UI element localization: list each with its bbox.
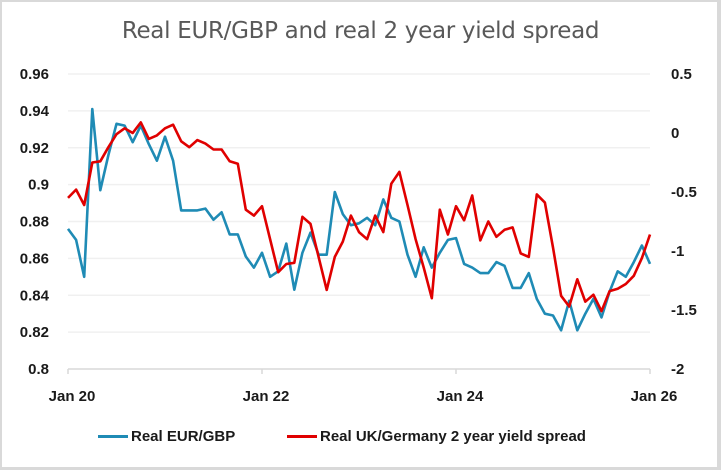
legend: Real EUR/GBP Real UK/Germany 2 year yiel… <box>0 428 721 448</box>
legend-swatch-eurgbp <box>98 435 128 438</box>
x-tick-label: Jan 24 <box>437 388 484 405</box>
x-tick-label: Jan 20 <box>49 388 96 405</box>
chart-title: Real EUR/GBP and real 2 year yield sprea… <box>121 18 600 44</box>
series-line-yield-spread <box>67 121 652 313</box>
legend-item-yield-spread: Real UK/Germany 2 year yield spread <box>287 428 586 445</box>
y-right-tick-label: 0 <box>671 125 679 142</box>
y-left-tick-label: 0.94 <box>20 103 50 120</box>
legend-swatch-yield-spread <box>287 435 317 438</box>
legend-label-eurgbp: Real EUR/GBP <box>131 428 236 445</box>
x-axis: Jan 20 Jan 22 Jan 24 Jan 26 <box>49 368 678 405</box>
y-left-tick-label: 0.88 <box>20 214 49 231</box>
x-tick-label: Jan 26 <box>631 388 678 405</box>
y-left-tick-label: 0.9 <box>28 177 49 194</box>
y-right-tick-label: -1.5 <box>671 302 697 319</box>
y-right-tick-label: -0.5 <box>671 184 697 201</box>
series-line-real-eurgbp <box>66 107 652 332</box>
legend-item-eurgbp: Real EUR/GBP <box>98 428 235 445</box>
x-tick-label: Jan 22 <box>243 388 290 405</box>
y-axis-left: 0.96 0.94 0.92 0.9 0.88 0.86 0.84 0.82 0.8 <box>20 66 50 378</box>
y-left-tick-label: 0.82 <box>20 324 49 341</box>
legend-label-yield-spread: Real UK/Germany 2 year yield spread <box>320 428 586 445</box>
y-right-tick-label: -1 <box>671 243 684 260</box>
y-right-tick-label: 0.5 <box>671 66 692 83</box>
y-axis-right: 0.5 0 -0.5 -1 -1.5 -2 <box>671 66 697 378</box>
y-left-tick-label: 0.86 <box>20 250 49 267</box>
y-left-tick-label: 0.84 <box>20 287 50 304</box>
y-left-tick-label: 0.8 <box>28 361 49 378</box>
gridlines <box>68 73 650 333</box>
y-right-tick-label: -2 <box>671 361 684 378</box>
series-lines <box>66 107 652 332</box>
y-left-tick-label: 0.96 <box>20 66 49 83</box>
y-left-tick-label: 0.92 <box>20 140 49 157</box>
